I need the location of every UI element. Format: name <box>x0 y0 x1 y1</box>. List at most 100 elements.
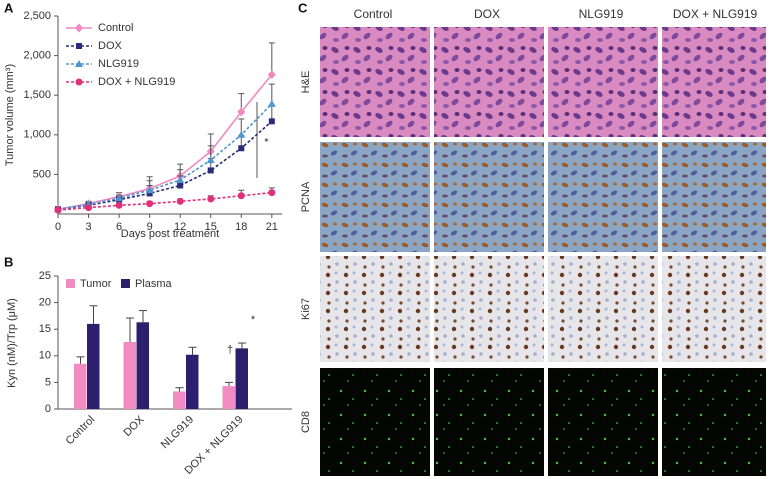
legend-label: DOX + NLG919 <box>98 76 175 88</box>
micrograph <box>662 142 766 252</box>
micrograph <box>662 27 766 137</box>
marker <box>237 107 246 117</box>
micrograph <box>434 368 544 476</box>
legend-marker <box>76 43 82 49</box>
micrograph <box>434 142 544 252</box>
legend-label: Plasma <box>135 278 173 290</box>
y-tick-label: 20 <box>39 297 51 309</box>
bar <box>123 341 136 409</box>
series-line <box>57 120 273 211</box>
x-tick-label: DOX <box>121 413 147 439</box>
annotation: † <box>227 344 233 356</box>
marker <box>85 204 93 212</box>
x-tick-label: NLG919 <box>159 414 196 451</box>
micrograph <box>662 256 766 362</box>
marker <box>206 156 215 164</box>
bar <box>186 354 199 409</box>
panel-letter: B <box>4 254 13 269</box>
x-tick-label: 21 <box>266 221 278 233</box>
y-tick-label: 25 <box>39 270 51 282</box>
bar <box>136 322 149 409</box>
x-tick-label: 3 <box>85 221 91 233</box>
row-label: CD8 <box>300 411 312 433</box>
marker <box>146 190 153 197</box>
panel-letter: C <box>298 0 308 15</box>
marker <box>237 130 246 138</box>
marker <box>237 192 245 200</box>
marker <box>115 201 123 209</box>
marker <box>207 195 215 203</box>
marker <box>207 167 214 174</box>
column-header: DOX <box>474 7 500 21</box>
y-tick-label: 10 <box>39 350 51 362</box>
micrograph <box>434 27 544 137</box>
bar <box>87 323 100 409</box>
bar <box>173 391 186 409</box>
micrograph <box>434 256 544 362</box>
row-label: H&E <box>300 71 312 94</box>
bar <box>74 363 87 409</box>
x-tick-label: 18 <box>235 221 247 233</box>
marker <box>238 145 245 152</box>
y-tick-label: 1,500 <box>23 89 51 101</box>
y-tick-label: 1,000 <box>23 129 51 141</box>
micrograph <box>548 368 658 476</box>
legend-swatch <box>121 279 130 288</box>
micrograph <box>320 142 430 252</box>
series-line <box>57 191 272 211</box>
micrograph <box>320 256 430 362</box>
x-axis-label: Days post treatment <box>121 228 219 240</box>
x-tick-label: 9 <box>147 221 153 233</box>
y-tick-label: 500 <box>33 168 51 180</box>
micrograph <box>662 368 766 476</box>
column-header: DOX + NLG919 <box>673 7 758 21</box>
panel-letter: A <box>4 0 14 15</box>
micrograph <box>548 27 658 137</box>
micrograph <box>320 27 430 137</box>
y-axis-label: Kyn (nM)/Trp (μM) <box>6 298 18 388</box>
x-tick-label: 15 <box>205 221 217 233</box>
bar <box>235 348 248 409</box>
micrograph <box>548 256 658 362</box>
column-header: Control <box>354 7 393 21</box>
y-tick-label: 0 <box>45 403 51 415</box>
annotation: * <box>258 138 270 143</box>
annotation: * <box>251 314 256 326</box>
x-tick-label: 12 <box>174 221 186 233</box>
legend-marker <box>75 60 83 67</box>
legend-swatch <box>66 279 75 288</box>
legend-label: Control <box>98 22 133 34</box>
marker <box>115 194 124 202</box>
marker <box>176 197 184 205</box>
marker <box>268 118 275 125</box>
y-tick-label: 15 <box>39 323 51 335</box>
legend-label: DOX <box>98 40 123 52</box>
y-axis-label: Tumor volume (mm³) <box>4 64 16 166</box>
marker <box>176 175 185 183</box>
marker <box>145 186 154 194</box>
marker <box>267 99 276 107</box>
micrograph <box>548 142 658 252</box>
legend-marker <box>75 78 83 86</box>
marker <box>267 70 276 80</box>
x-tick-label: 0 <box>55 221 61 233</box>
micrograph <box>320 368 430 476</box>
marker <box>54 206 62 214</box>
y-tick-label: 2,500 <box>23 10 51 22</box>
marker <box>268 189 276 197</box>
legend-label: NLG919 <box>98 58 139 70</box>
y-tick-label: 5 <box>45 376 51 388</box>
marker <box>177 182 184 189</box>
legend-label: Tumor <box>80 278 112 290</box>
legend-marker <box>75 23 83 33</box>
y-tick-label: 2,000 <box>23 50 51 62</box>
marker <box>146 200 154 208</box>
series-line <box>57 74 273 211</box>
column-header: NLG919 <box>579 7 624 21</box>
row-label: Ki67 <box>300 298 312 320</box>
x-tick-label: 6 <box>116 221 122 233</box>
bar <box>222 386 235 409</box>
series-line <box>57 103 273 211</box>
x-tick-label: Control <box>64 414 98 448</box>
